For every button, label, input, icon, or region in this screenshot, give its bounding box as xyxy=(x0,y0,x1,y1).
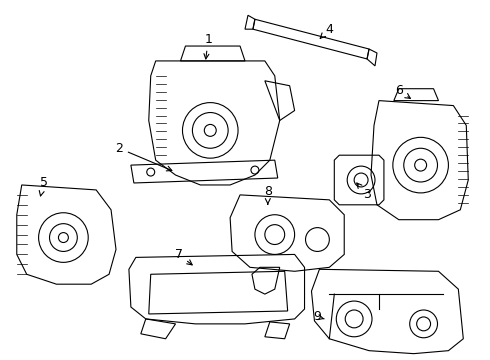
Text: 1: 1 xyxy=(204,33,212,59)
Text: 9: 9 xyxy=(314,310,324,323)
Text: 7: 7 xyxy=(174,248,192,265)
Text: 2: 2 xyxy=(115,142,172,171)
Text: 3: 3 xyxy=(357,183,371,201)
Text: 6: 6 xyxy=(395,84,410,98)
Text: 4: 4 xyxy=(320,23,333,38)
Text: 5: 5 xyxy=(39,176,48,196)
Text: 8: 8 xyxy=(264,185,272,204)
